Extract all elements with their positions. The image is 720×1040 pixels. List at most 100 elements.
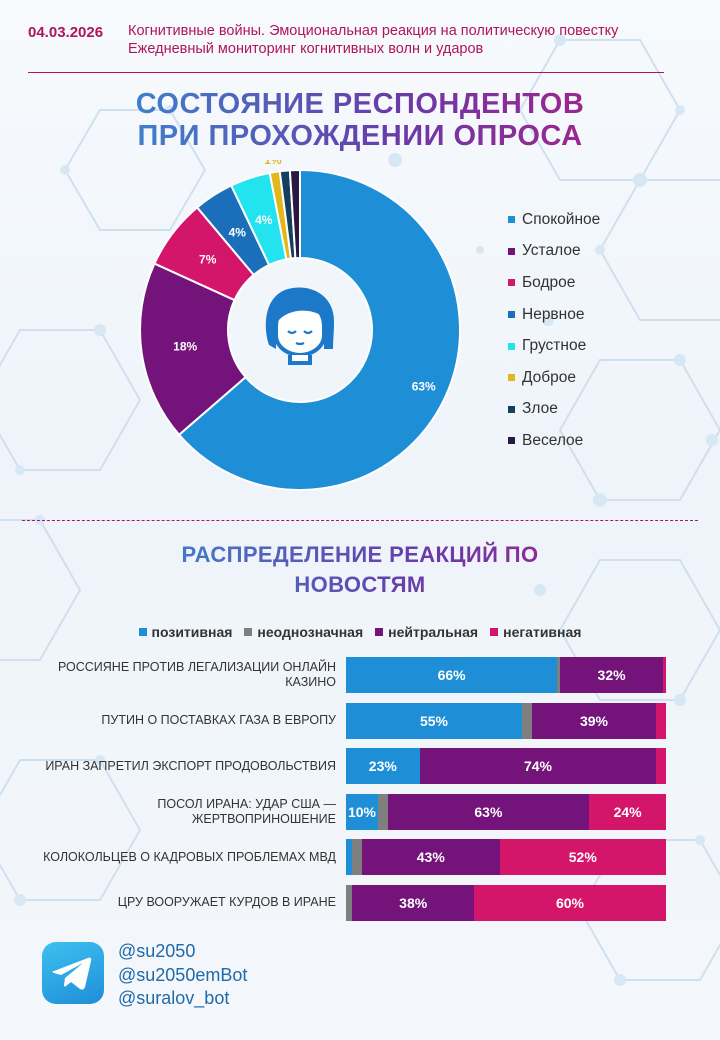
bar-segment-негативная [662,657,666,693]
bar-legend-неоднозначная: неоднозначная [244,624,363,640]
bar-row: Иран запретил экспорт продовольствия 23% 7… [0,748,720,784]
bar-segment-негативная: 52% [499,839,666,875]
bar-legend-swatch [490,628,499,636]
bar-segment-позитивная: 55% [346,702,522,739]
bar-segment-негативная [656,748,666,784]
handle-suralov-bot[interactable]: @suralov_bot [118,988,230,1008]
legend-label: Усталое [522,242,581,260]
legend-label: Веселое [522,431,584,449]
legend-item-веселое: Веселое [508,425,600,457]
legend-item-доброе: Доброе [508,362,600,394]
bar-track: 66% 32% [346,657,666,693]
bar-legend-негативная: негативная [490,624,581,640]
donut-label-доброе: 1% [264,160,282,167]
bar-legend-label: неоднозначная [257,624,364,640]
bar-segment-негативная: 24% [589,793,666,830]
bar-segment-нейтральная: 74% [419,748,657,784]
bar-segment-нейтральная: 38% [352,884,474,921]
donut-label-грустное: 4% [255,213,273,227]
legend-label: Бодрое [522,273,576,291]
bar-segment-неоднозначная [557,657,561,693]
handle-su2050[interactable]: @su2050 [118,941,196,961]
bar-category-label: Путин о поставках газа в Европу [101,713,336,727]
donut-label-спокойное: 63% [412,379,436,393]
bar-legend-swatch [244,628,253,636]
donut-slice-веселое [288,168,301,260]
legend-swatch [508,342,515,350]
legend-swatch [508,374,515,382]
report-subtitle: Когнитивные войны. Эмоциональная реакция… [128,22,618,58]
bar-track: 43% 52% [346,839,666,875]
bar-track: 38% 60% [346,884,666,921]
legend-swatch [508,437,515,445]
bar-segment-позитивная: 23% [346,748,420,784]
bar-legend-позитивная: позитивная [138,624,233,640]
bar-category-label: Колокольцев о кадровых проблемах МВД [43,849,336,864]
legend-swatch [508,405,515,413]
donut-title-line-1: СОСТОЯНИЕ РЕСПОНДЕНТОВ [135,88,585,120]
bar-legend-swatch [375,628,384,636]
legend-label: Доброе [522,368,577,386]
bar-row: ЦРУ вооружает курдов в Иране 38% 60% [0,884,720,921]
bar-track: 55% 39% [346,702,666,739]
legend-item-нервное: Нервное [508,299,600,331]
bar-row: Россияне против легализации онлайн казин… [0,657,720,693]
legend-item-бодрое: Бодрое [508,267,600,299]
legend-item-злое: Злое [508,394,600,426]
legend-label: Нервное [522,305,585,323]
bar-segment-неоднозначная [378,793,388,830]
bar-row: Посол Ирана: удар США — жертвоприношение… [0,793,720,830]
bar-legend-label: позитивная [151,624,233,640]
bar-segment-нейтральная: 32% [560,657,663,693]
legend-swatch [508,311,515,319]
bar-category-label: ЦРУ вооружает курдов в Иране [117,895,336,909]
legend-label: Грустное [522,337,587,355]
bar-row: Путин о поставках газа в Европу 55% 39% [0,702,720,739]
bar-title-line-1: РАСПРЕДЕЛЕНИЕ РЕАКЦИЙ ПО [181,542,539,567]
legend-swatch [508,247,515,255]
donut-chart-title: СОСТОЯНИЕ РЕСПОНДЕНТОВ ПРИ ПРОХОЖДЕНИИ О… [0,88,720,152]
telegram-icon[interactable] [42,942,104,1004]
handle-su2050embot[interactable]: @su2050emBot [118,964,248,985]
section-divider [22,520,698,521]
bar-segment-позитивная: 66% [346,657,558,693]
bar-track: 23% 74% [346,748,666,784]
bar-chart-title: РАСПРЕДЕЛЕНИЕ РЕАКЦИЙ ПО НОВОСТЯМ [0,540,720,600]
report-date: 04.03.2026 [28,24,104,41]
bar-category-label: Посол Ирана: удар США — жертвоприношение [157,796,336,826]
subtitle-line-1: Когнитивные войны. Эмоциональная реакция… [128,23,619,39]
header-divider [28,72,664,73]
bar-segment-негативная [656,702,666,739]
donut-slice-спокойное [177,168,461,491]
donut-label-нервное: 4% [229,225,247,239]
bar-legend: позитивная неоднозначная нейтральная негати… [0,624,720,640]
bar-segment-позитивная [346,839,353,875]
woman-face-icon [265,287,334,365]
bar-row: Колокольцев о кадровых проблемах МВД 43% 5… [0,839,720,875]
legend-item-грустное: Грустное [508,330,600,362]
bar-segment-неоднозначная [346,884,353,921]
subtitle-line-2: Ежедневный мониторинг когнитивных волн и… [128,41,484,57]
legend-item-спокойное: Спокойное [508,204,600,236]
bar-segment-неоднозначная [352,839,362,875]
bar-segment-негативная: 60% [473,884,666,921]
donut-label-бодрое: 7% [199,253,217,267]
donut-chart: 63% 18% 7% 4% 4% 1% [139,160,461,491]
donut-label-усталое: 18% [173,340,197,354]
donut-legend: Спокойное Усталое Бодрое Нервное Грустное Доб… [508,204,600,457]
legend-swatch [508,279,515,287]
bar-legend-label: негативная [503,624,582,640]
bar-title-line-2: НОВОСТЯМ [294,572,426,597]
bar-segment-нейтральная: 43% [361,839,500,875]
telegram-handles: @su2050 @su2050emBot @suralov_bot [118,940,247,1011]
donut-title-line-2: ПРИ ПРОХОЖДЕНИИ ОПРОСА [137,120,583,152]
bar-segment-нейтральная: 63% [387,793,590,830]
legend-item-усталое: Усталое [508,236,600,268]
bar-legend-label: нейтральная [388,624,479,640]
bar-category-label: Россияне против легализации онлайн казин… [57,660,336,689]
bar-segment-неоднозначная [522,702,532,739]
donut-slice-усталое [139,262,247,437]
legend-swatch [508,216,515,224]
bar-segment-нейтральная: 39% [531,702,657,739]
